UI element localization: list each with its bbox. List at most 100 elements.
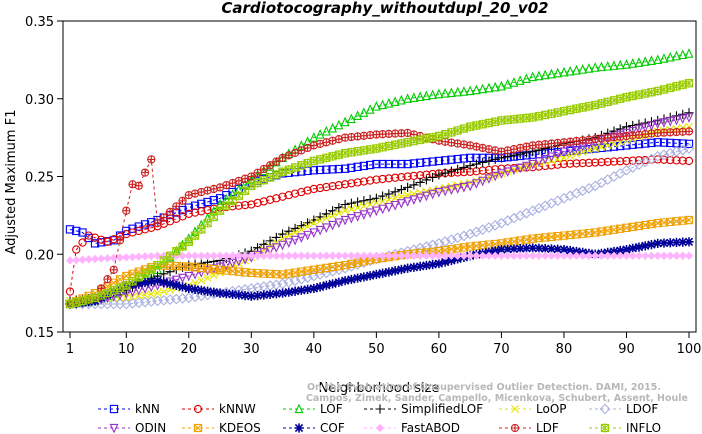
data-point-knn	[84, 233, 93, 243]
data-point-cof	[521, 243, 532, 253]
data-point-inflo	[434, 131, 444, 141]
data-point-lof	[459, 86, 469, 96]
data-point-knnw	[147, 223, 156, 232]
data-point-knnw	[328, 181, 337, 191]
data-point-inflo	[390, 140, 400, 150]
data-point-ldf	[172, 202, 181, 211]
data-point-ldf	[253, 168, 262, 177]
data-point-fastabod	[203, 251, 212, 260]
data-point-inflo	[328, 151, 337, 161]
data-point-knn	[309, 166, 318, 175]
data-point-loop	[347, 205, 356, 214]
data-point-fastabod	[297, 251, 306, 260]
data-point-inflo	[534, 111, 544, 121]
data-point-knn	[122, 226, 131, 236]
x-tick-label: 70	[493, 342, 510, 357]
data-point-lof	[597, 61, 606, 72]
data-point-odin	[546, 152, 556, 163]
data-point-knnw	[122, 229, 131, 239]
data-point-fastabod	[484, 251, 494, 260]
data-point-loop	[153, 289, 162, 298]
data-point-ldf	[122, 206, 131, 215]
data-point-ldof	[677, 144, 689, 156]
data-point-inflo	[478, 119, 487, 129]
data-point-inflo	[309, 156, 318, 166]
data-point-cof	[609, 246, 619, 257]
data-point-simplifiedlof	[284, 226, 294, 236]
data-point-fastabod	[122, 253, 131, 262]
data-point-inflo	[122, 280, 131, 290]
data-point-knn	[403, 159, 412, 169]
data-point-odin	[309, 228, 319, 238]
data-point-ldf	[153, 219, 162, 228]
data-point-lof	[478, 83, 488, 94]
data-point-lof	[634, 57, 644, 67]
data-point-fastabod	[322, 251, 331, 260]
data-point-knnw	[553, 160, 562, 169]
data-point-cof	[515, 244, 525, 254]
data-point-knnw	[234, 201, 243, 210]
data-point-simplifiedlof	[271, 232, 281, 243]
x-tick-label: 100	[677, 342, 702, 357]
data-point-cof	[296, 285, 306, 295]
data-point-odin	[359, 210, 369, 220]
data-point-fastabod	[234, 251, 243, 260]
data-point-odin	[378, 204, 388, 215]
legend-item-odin: ODIN	[98, 421, 166, 434]
data-point-odin	[278, 240, 288, 251]
data-point-odin	[640, 123, 650, 133]
data-point-knnw	[390, 173, 400, 182]
legend-marker-inflo	[600, 423, 610, 433]
data-point-ldof	[558, 192, 570, 204]
data-point-inflo	[178, 241, 187, 252]
data-point-inflo	[322, 153, 331, 163]
data-point-knnw	[272, 194, 281, 203]
data-point-lof	[640, 56, 650, 66]
data-point-lof	[371, 101, 381, 111]
data-point-inflo	[134, 272, 143, 282]
data-point-odin	[434, 187, 444, 198]
data-point-fastabod	[284, 251, 294, 260]
data-point-simplifiedlof	[434, 170, 444, 180]
data-point-inflo	[340, 148, 350, 158]
data-point-odin	[328, 220, 338, 231]
data-point-lof	[378, 99, 388, 110]
data-point-inflo	[509, 114, 519, 124]
data-point-cof	[446, 255, 457, 266]
data-point-ldof	[183, 292, 195, 304]
data-point-loop	[391, 194, 400, 203]
data-point-cof	[215, 288, 225, 298]
data-point-loop	[159, 287, 168, 296]
data-point-inflo	[65, 299, 75, 309]
data-point-loop	[578, 148, 587, 157]
data-point-loop	[522, 161, 531, 170]
data-point-cof	[440, 257, 450, 267]
data-point-knnw	[603, 157, 612, 167]
data-point-cof	[190, 284, 200, 294]
data-point-lof	[309, 132, 319, 142]
data-point-knnw	[353, 178, 362, 187]
data-point-ldof	[458, 230, 470, 242]
data-point-inflo	[403, 137, 412, 147]
watermark-authors: Campos, Zimek, Sander, Campello, Micenko…	[306, 393, 688, 404]
y-axis-label: Adjusted Maximum F1	[4, 110, 19, 255]
data-point-simplifiedlof	[471, 159, 482, 169]
data-point-lof	[565, 65, 575, 76]
data-point-fastabod	[103, 254, 112, 263]
data-point-knnw	[340, 180, 350, 189]
data-point-fastabod	[97, 254, 106, 263]
data-point-cof	[628, 243, 638, 253]
data-point-cof	[234, 290, 244, 300]
data-point-inflo	[140, 268, 150, 278]
data-point-lof	[546, 68, 556, 79]
data-point-odin	[515, 163, 525, 174]
data-point-ldf	[159, 213, 168, 222]
data-point-knnw	[572, 159, 581, 168]
data-point-knnw	[322, 182, 331, 192]
legend-item-ldf: LDF	[499, 421, 559, 434]
data-point-fastabod	[534, 251, 544, 260]
data-point-cof	[490, 246, 500, 256]
data-point-simplifiedlof	[165, 267, 175, 277]
data-point-cof	[159, 277, 169, 287]
